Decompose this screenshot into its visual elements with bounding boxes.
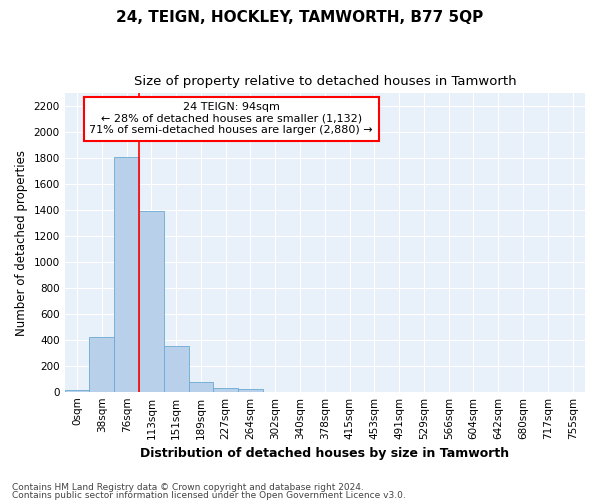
Bar [214,388,238,392]
Bar [238,390,263,392]
Bar [139,210,164,392]
Bar [65,390,89,392]
Text: Contains public sector information licensed under the Open Government Licence v3: Contains public sector information licen… [12,490,406,500]
Bar [164,346,188,392]
Text: Contains HM Land Registry data © Crown copyright and database right 2024.: Contains HM Land Registry data © Crown c… [12,484,364,492]
Bar [188,382,214,392]
Title: Size of property relative to detached houses in Tamworth: Size of property relative to detached ho… [134,75,516,88]
Bar [89,336,114,392]
Text: 24 TEIGN: 94sqm
← 28% of detached houses are smaller (1,132)
71% of semi-detache: 24 TEIGN: 94sqm ← 28% of detached houses… [89,102,373,136]
Bar [114,157,139,392]
Text: 24, TEIGN, HOCKLEY, TAMWORTH, B77 5QP: 24, TEIGN, HOCKLEY, TAMWORTH, B77 5QP [116,10,484,25]
Y-axis label: Number of detached properties: Number of detached properties [15,150,28,336]
X-axis label: Distribution of detached houses by size in Tamworth: Distribution of detached houses by size … [140,447,509,460]
